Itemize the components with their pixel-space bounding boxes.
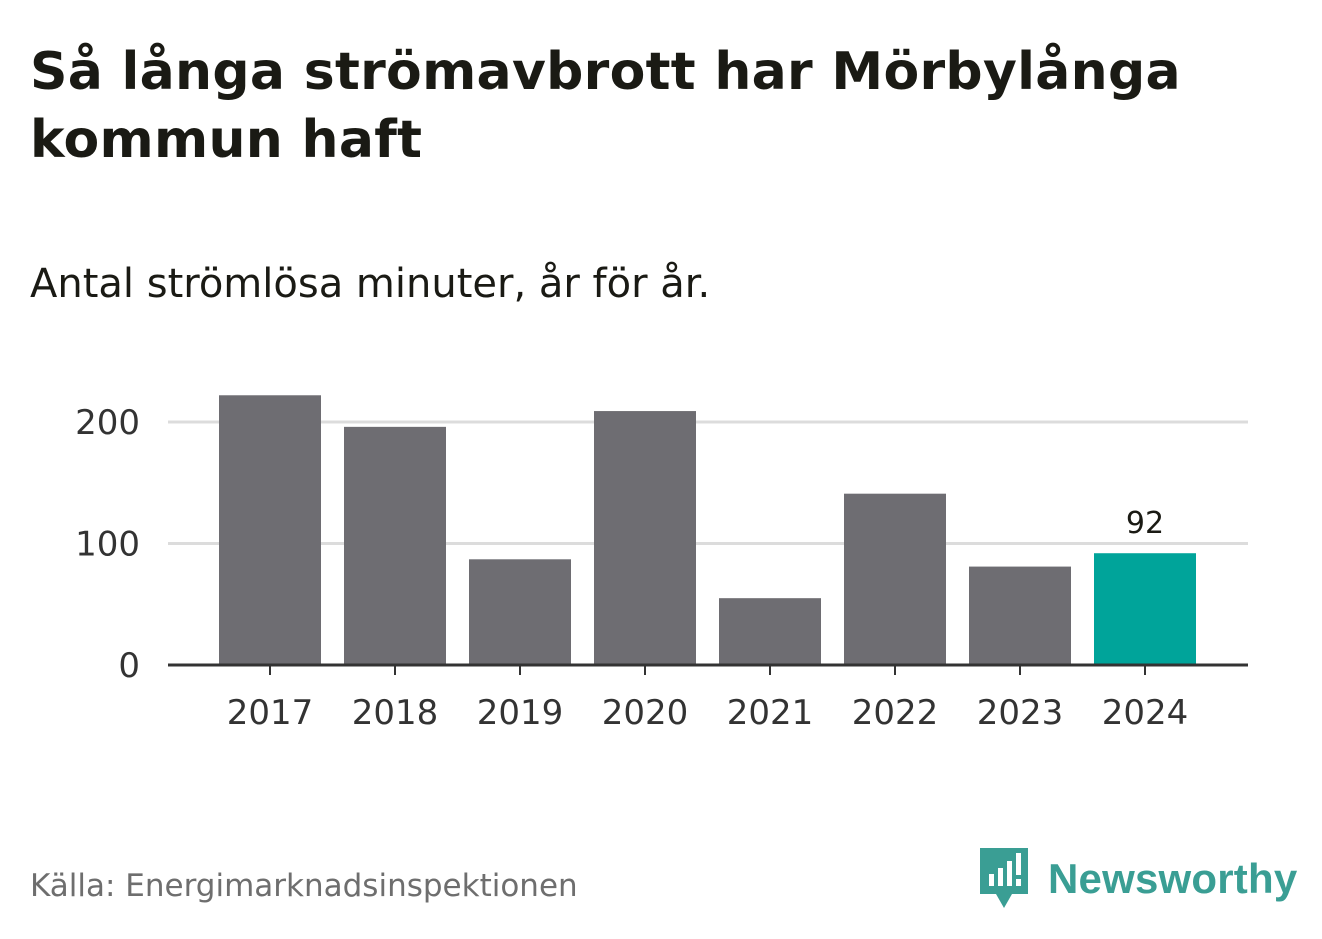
- newsworthy-logo-icon: [980, 848, 1028, 908]
- bar: [219, 395, 321, 665]
- x-tick-label: 2022: [852, 693, 939, 733]
- source-note: Källa: Energimarknadsinspektionen: [30, 868, 578, 904]
- x-tick-label: 2019: [477, 693, 564, 733]
- x-tick-label: 2020: [602, 693, 689, 733]
- chart-title: Så långa strömavbrott har Mörbylånga kom…: [30, 42, 1181, 170]
- bar: [344, 426, 446, 665]
- bar: [719, 598, 821, 665]
- bar: [844, 493, 946, 665]
- x-tick-label: 2021: [727, 693, 814, 733]
- bar: [1094, 553, 1196, 665]
- data-label: 92: [1126, 506, 1164, 541]
- y-tick-label: 0: [118, 646, 140, 686]
- chart-subtitle: Antal strömlösa minuter, år för år.: [30, 261, 711, 307]
- bar: [594, 411, 696, 665]
- x-tick-label: 2018: [352, 693, 439, 733]
- bar: [969, 566, 1071, 665]
- x-tick-label: 2023: [977, 693, 1064, 733]
- brand-name: Newsworthy: [1048, 855, 1298, 902]
- x-tick-label: 2024: [1102, 693, 1189, 733]
- y-tick-label: 200: [75, 403, 140, 443]
- y-tick-label: 100: [75, 525, 140, 565]
- x-tick-label: 2017: [227, 693, 314, 733]
- brand-logo: Newsworthy: [980, 848, 1297, 910]
- bar: [469, 559, 571, 665]
